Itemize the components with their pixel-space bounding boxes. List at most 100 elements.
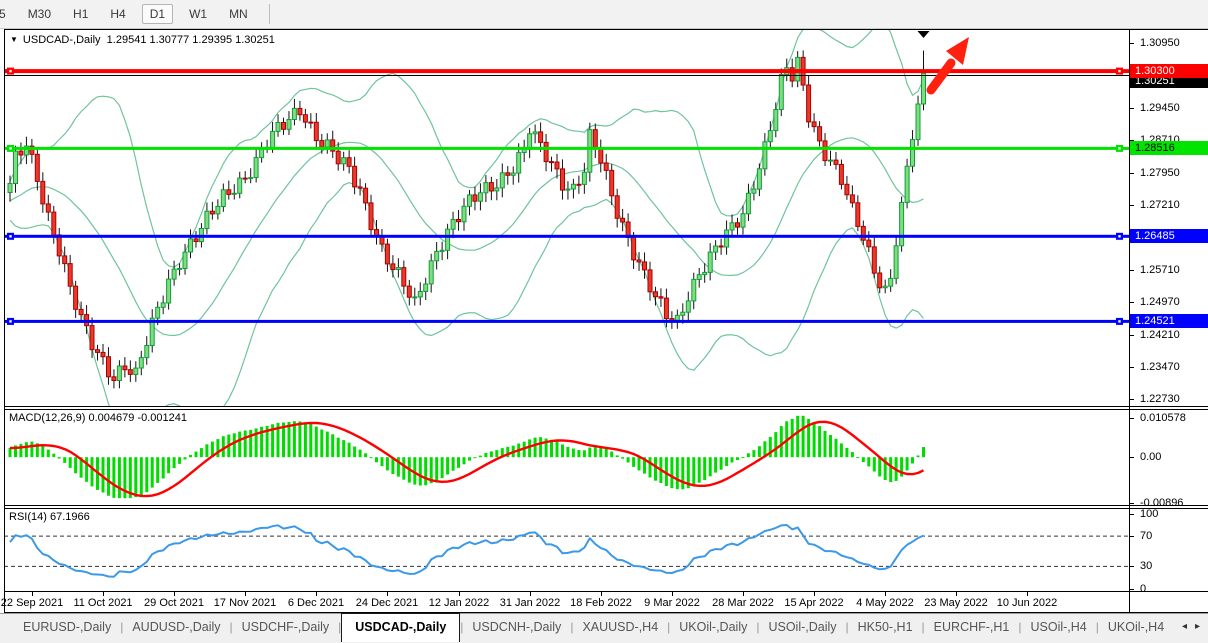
hline-handle-resistance-red[interactable] xyxy=(1116,68,1123,75)
tab-scroll-right-icon[interactable]: ▸ xyxy=(1195,621,1200,632)
chart-tab-usoil-daily[interactable]: USOil-,Daily xyxy=(759,614,845,634)
hline-handle-support-blue-lower[interactable] xyxy=(7,318,14,325)
chart-tab-usoil-h4[interactable]: USOil-,H4 xyxy=(1022,614,1096,634)
chart-tab-usdchf-daily[interactable]: USDCHF-,Daily xyxy=(233,614,339,634)
pane-border-rsi-bottom xyxy=(4,591,1208,592)
chart-ohlc-values: 1.29541 1.30777 1.29395 1.30251 xyxy=(107,34,275,46)
date-tick-mark xyxy=(885,592,886,596)
candles xyxy=(8,50,926,388)
chart-tab-hk50-h1[interactable]: HK50-,H1 xyxy=(849,614,922,634)
date-tick-label: 10 Jun 2022 xyxy=(997,597,1058,609)
price-tick-label: 1.30950 xyxy=(1140,37,1180,49)
rsi-indicator-label: RSI(14) 67.1966 xyxy=(9,511,90,523)
pane-separator-main-macd-b[interactable] xyxy=(4,409,1208,410)
chart-tab-audusd-daily[interactable]: AUDUSD-,Daily xyxy=(123,614,229,634)
chart-tab-eurusd-daily[interactable]: EURUSD-,Daily xyxy=(14,614,120,634)
date-tick-mark xyxy=(743,592,744,596)
hline-handle-support-green[interactable] xyxy=(7,145,14,152)
price-level-box-support-green: 1.28516 xyxy=(1130,141,1208,155)
rsi-axis-label: 70 xyxy=(1140,530,1152,542)
timeframe-button-h1[interactable]: H1 xyxy=(67,4,94,24)
mt4-chart-window: 5 M30 H1 H4 D1 W1 MN ▼USDCAD-,Daily 1.29541 1.… xyxy=(0,0,1208,643)
rsi-axis-label: 100 xyxy=(1140,508,1158,520)
date-tick-label: 24 Dec 2021 xyxy=(356,597,418,609)
hline-current-price[interactable] xyxy=(4,75,1129,76)
hline-resistance-red[interactable] xyxy=(4,69,1129,73)
chart-tab-eurchf-h1[interactable]: EURCHF-,H1 xyxy=(925,614,1019,634)
date-tick-mark xyxy=(672,592,673,596)
chart-tab-usdcad-daily[interactable]: USDCAD-,Daily xyxy=(341,613,460,642)
chart-tab-xauusd-h4[interactable]: XAUUSD-,H4 xyxy=(573,614,667,634)
date-tick-label: 17 Nov 2021 xyxy=(214,597,276,609)
hline-support-green[interactable] xyxy=(4,147,1129,150)
date-tick-mark xyxy=(1027,592,1028,596)
date-tick-label: 23 May 2022 xyxy=(924,597,988,609)
date-tick-mark xyxy=(459,592,460,596)
plot-border-left xyxy=(4,29,5,613)
price-tick-label: 1.25710 xyxy=(1140,264,1180,276)
date-tick-label: 15 Apr 2022 xyxy=(784,597,843,609)
hline-handle-support-green[interactable] xyxy=(1116,145,1123,152)
hline-handle-support-blue-upper[interactable] xyxy=(1116,233,1123,240)
date-tick-label: 9 Mar 2022 xyxy=(644,597,700,609)
rsi-line xyxy=(10,525,924,577)
trend-arrow-annotation[interactable] xyxy=(931,37,969,90)
macd-indicator-label: MACD(12,26,9) 0.004679 -0.001241 xyxy=(9,412,187,424)
main-price-chart xyxy=(4,30,1129,406)
date-tick-label: 11 Oct 2021 xyxy=(73,597,132,609)
date-tick-label: 4 May 2022 xyxy=(856,597,913,609)
price-tick-label: 1.29450 xyxy=(1140,102,1180,114)
rsi-axis-label: 30 xyxy=(1140,560,1152,572)
date-tick-label: 22 Sep 2021 xyxy=(1,597,63,609)
toolbar-separator xyxy=(269,4,270,24)
macd-histogram xyxy=(9,416,926,498)
macd-pane xyxy=(4,410,1129,504)
tab-scroll-arrows: ◂▸ xyxy=(1182,614,1208,632)
price-tick-label: 1.23470 xyxy=(1140,361,1180,373)
price-level-box-support-blue-upper: 1.26485 xyxy=(1130,229,1208,243)
hline-support-blue-lower[interactable] xyxy=(4,320,1129,323)
timeframe-toolbar: 5 M30 H1 H4 D1 W1 MN xyxy=(0,0,1208,29)
date-tick-label: 28 Mar 2022 xyxy=(712,597,774,609)
chart-symbol-label: USDCAD-,Daily xyxy=(23,34,101,46)
timeframe-button-w1[interactable]: W1 xyxy=(183,4,213,24)
date-tick-label: 29 Oct 2021 xyxy=(144,597,204,609)
pane-separator-main-macd-a[interactable] xyxy=(4,406,1208,407)
pane-separator-macd-rsi-a[interactable] xyxy=(4,505,1208,506)
timeframe-button-5[interactable]: 5 xyxy=(0,4,12,24)
macd-axis-label: 0.010578 xyxy=(1140,412,1186,424)
date-tick-mark xyxy=(316,592,317,596)
bollinger-lower-band xyxy=(10,183,924,406)
hline-support-blue-upper[interactable] xyxy=(4,235,1129,238)
date-tick-mark xyxy=(601,592,602,596)
timeframe-button-d1[interactable]: D1 xyxy=(142,4,173,24)
macd-axis-label: 0.00 xyxy=(1140,451,1161,463)
hline-handle-resistance-red[interactable] xyxy=(7,68,14,75)
hline-handle-support-blue-upper[interactable] xyxy=(7,233,14,240)
date-tick-mark xyxy=(245,592,246,596)
chart-tab-ukoil-daily[interactable]: UKOil-,Daily xyxy=(670,614,756,634)
current-bar-marker-icon xyxy=(918,31,930,38)
timeframe-button-mn[interactable]: MN xyxy=(223,4,254,24)
date-tick-mark xyxy=(103,592,104,596)
tab-scroll-left-icon[interactable]: ◂ xyxy=(1182,621,1187,632)
price-level-box-resistance-red: 1.30300 xyxy=(1130,64,1208,78)
pane-separator-macd-rsi-b[interactable] xyxy=(4,508,1208,509)
price-tick-label: 1.24970 xyxy=(1140,296,1180,308)
chart-title: ▼USDCAD-,Daily 1.29541 1.30777 1.29395 1… xyxy=(10,34,275,46)
date-tick-mark xyxy=(32,592,33,596)
timeframe-button-m30[interactable]: M30 xyxy=(22,4,57,24)
date-tick-label: 6 Dec 2021 xyxy=(288,597,344,609)
hline-handle-support-blue-lower[interactable] xyxy=(1116,318,1123,325)
rsi-pane xyxy=(4,509,1129,590)
price-level-box-support-blue-lower: 1.24521 xyxy=(1130,314,1208,328)
chart-tab-ukoil-h4[interactable]: UKOil-,H4 xyxy=(1099,614,1173,634)
chart-tab-usdcnh-daily[interactable]: USDCNH-,Daily xyxy=(463,614,570,634)
rsi-axis-label: 0 xyxy=(1140,583,1146,595)
timeframe-button-h4[interactable]: H4 xyxy=(104,4,131,24)
date-tick-mark xyxy=(530,592,531,596)
price-tick-label: 1.27210 xyxy=(1140,199,1180,211)
date-tick-label: 31 Jan 2022 xyxy=(500,597,561,609)
date-tick-mark xyxy=(174,592,175,596)
price-tick-label: 1.24210 xyxy=(1140,329,1180,341)
